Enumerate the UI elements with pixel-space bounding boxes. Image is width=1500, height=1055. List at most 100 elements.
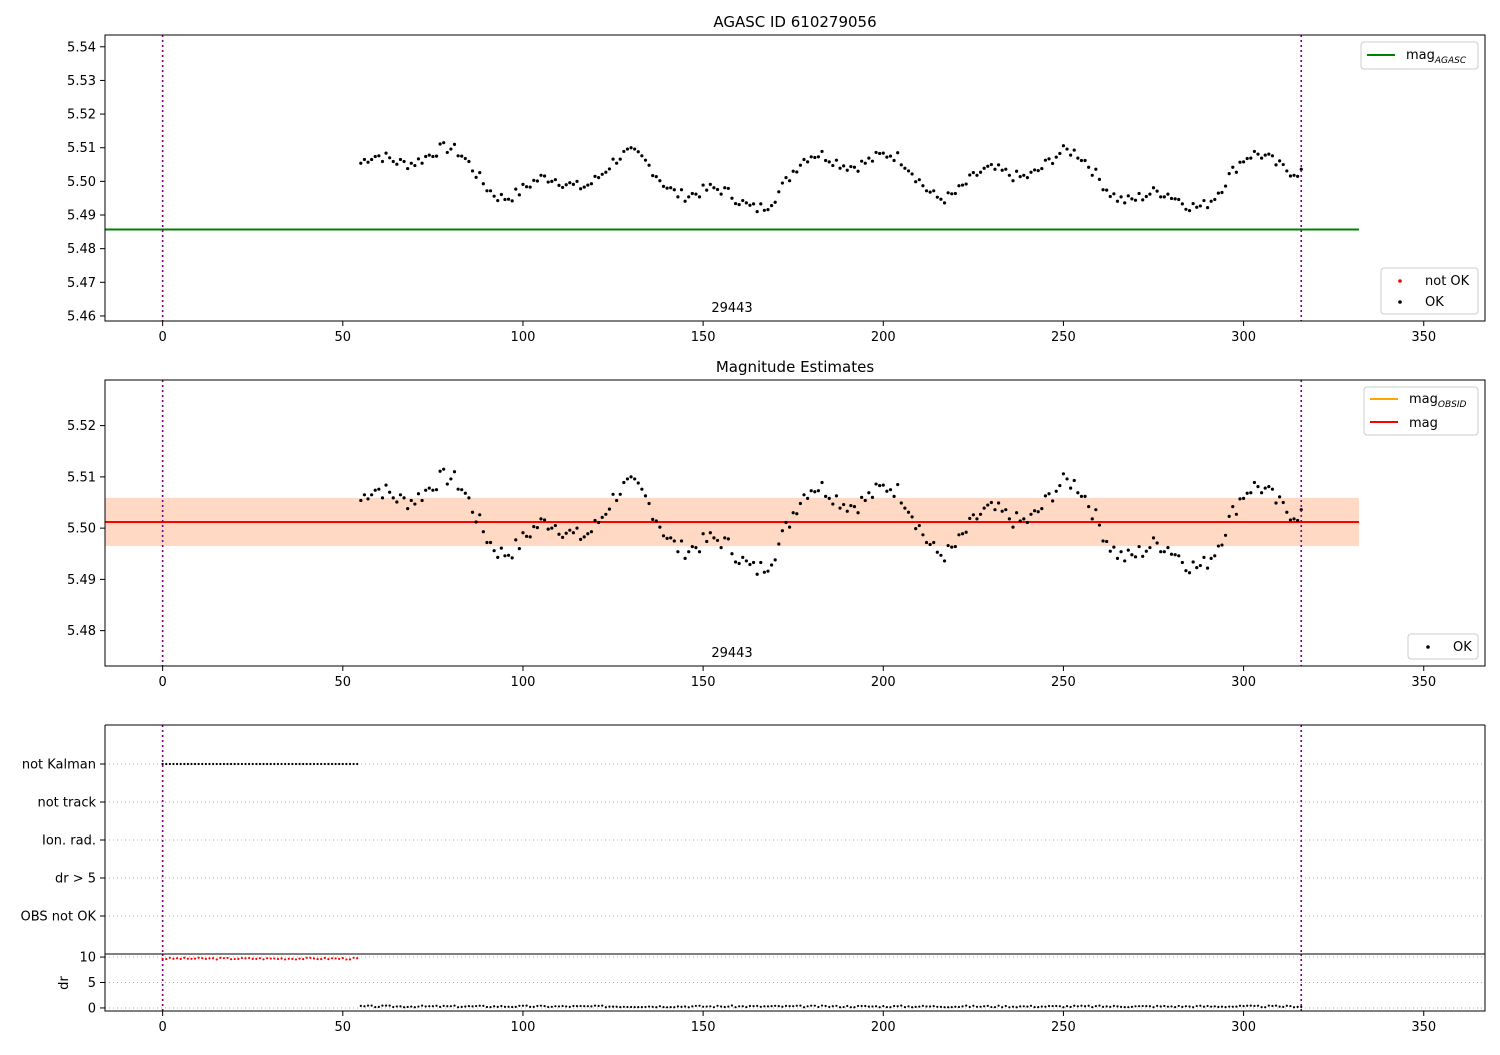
panel1-data-point [842,164,846,168]
panel1-ytick-label: 5.54 [67,40,96,55]
dr-point [1148,1005,1152,1008]
dr-point [244,957,247,960]
panel1-data-point [1029,170,1033,174]
dr-point [320,958,323,961]
flags-point [222,762,225,766]
panel1-data-point [1260,156,1264,160]
dr-point [788,1005,791,1008]
dr-point [183,956,186,959]
panel1-data-point [878,151,882,156]
panel2-data-point [1151,536,1156,540]
panel2-data-point [445,482,449,486]
dr-point [1210,1005,1213,1008]
panel2-data-point [607,507,612,511]
panel1-data-point [676,195,680,199]
panel1-data-point [1087,165,1091,169]
dr-point [305,956,308,959]
panel2-data-point [860,495,864,499]
dr-point [485,1005,489,1009]
dr-point [647,1005,651,1008]
dr-point [1044,1005,1047,1008]
panel2-legend-magobsid-subscript: OBSID [1438,400,1467,410]
dr-point [1055,1004,1058,1008]
dr-point [1292,1006,1296,1009]
dr-point [1253,1004,1256,1008]
panel2-data-point [924,540,929,545]
panel2-data-point [359,498,363,503]
panel1-ytick-label: 5.51 [67,141,96,156]
flags-point [208,762,211,766]
panel1-data-point [521,182,525,186]
panel1-data-point [1097,177,1102,181]
panel1-xtick-label: 250 [1051,330,1076,345]
panel2-data-point [413,502,417,506]
dr-point [442,1004,445,1007]
dr-point [165,957,168,961]
panel1-data-point [852,165,857,169]
dr-point [774,1004,777,1007]
dr-point [1008,1006,1011,1009]
dr-point [186,957,189,960]
panel1-data-point [849,164,853,169]
dr-point [878,1006,881,1009]
panel2-data-point [550,526,554,530]
dr-point [464,1005,467,1008]
panel2-data-point [622,480,626,485]
dr-point [1289,1004,1292,1008]
dr-point [968,1005,971,1009]
panel2-data-point [928,542,932,547]
panel1-data-point [1213,197,1217,202]
flags-category-label: not track [37,796,96,811]
panel1-data-point [726,186,730,191]
dr-point [1282,1005,1285,1009]
panel1-data-point [499,192,503,197]
dr-point [399,1005,402,1008]
panel1-data-point [431,154,435,159]
panel1-data-point [914,180,918,184]
panel2-data-point [712,536,716,540]
panel2-data-point [366,497,370,501]
panel2-data-point [362,493,367,497]
panel2-data-point [1126,548,1130,552]
dr-point [1037,1006,1040,1009]
panel1-data-point [579,187,583,191]
dr-point [644,1005,647,1009]
flags-point [172,762,175,766]
panel1-data-point [1036,169,1040,173]
panel1-data-point [1198,204,1202,208]
flags-point [165,762,168,766]
flags-point [280,762,283,766]
panel1-data-point [701,183,705,187]
panel2-data-point [625,477,630,481]
dr-point [1163,1004,1166,1008]
panel2-data-point [377,487,381,491]
panel1-data-point [903,166,907,170]
flags-point [352,762,355,766]
dr-point [586,1005,589,1008]
panel2-data-point [1072,478,1076,483]
dr-point [1141,1004,1144,1008]
dr-point [1029,1004,1033,1007]
dr-point [402,1006,406,1009]
panel1-data-point [1126,194,1130,198]
panel2-data-point [1249,491,1253,495]
panel1-data-point [759,202,763,206]
panel1-data-point [654,175,658,179]
dr-point [420,1004,424,1007]
panel1-annotation: 29443 [711,301,752,316]
dr-point [990,1005,993,1009]
flags-point [161,762,164,766]
panel2-data-point [532,524,536,529]
panel2-data-point [463,491,467,495]
dr-point [1073,1004,1076,1007]
flags-point [294,762,298,766]
panel1-data-point [788,179,792,183]
dr-point [406,1005,409,1009]
panel1-data-point [672,188,676,192]
dr-point [1145,1005,1148,1008]
panel2-data-point [1101,539,1105,543]
dr-point [925,1005,928,1008]
panel2-data-point [1278,495,1282,499]
dr-point [1246,1004,1249,1007]
panel2-data-point [492,549,496,553]
